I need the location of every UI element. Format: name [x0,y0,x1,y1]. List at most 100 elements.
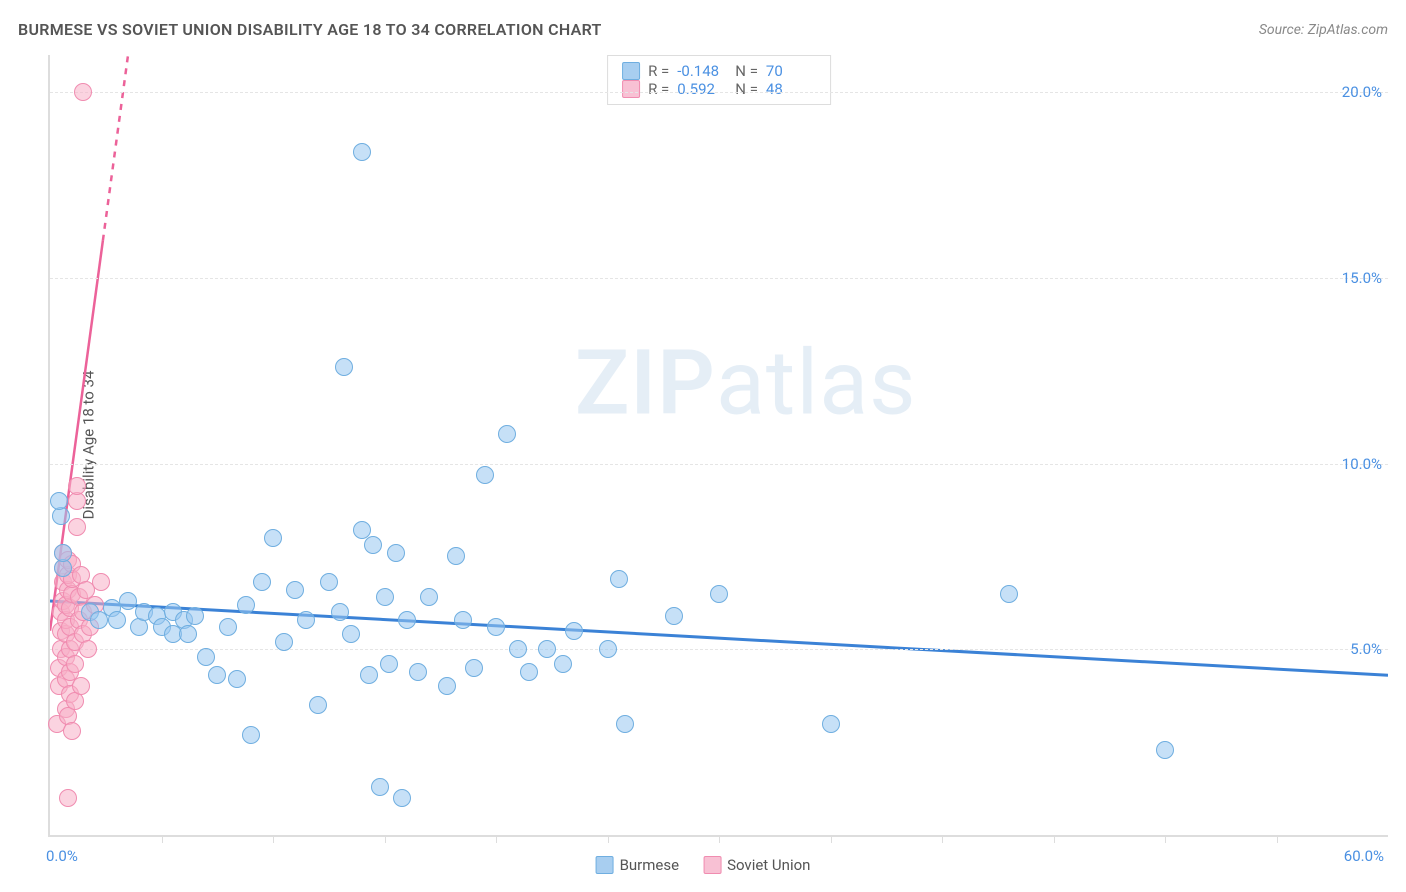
watermark-bold: ZIP [575,330,716,435]
y-tick-label: 5.0% [1350,640,1382,658]
data-point [197,648,215,666]
x-tick-mark [719,835,720,843]
data-point [119,592,137,610]
gridline [50,92,1388,93]
data-point [66,655,84,673]
x-tick-mark [942,835,943,843]
data-point [538,640,556,658]
data-point [565,622,583,640]
source-attribution: Source: ZipAtlas.com [1259,22,1388,38]
x-axis-min-label: 0.0% [46,847,78,865]
data-point [371,778,389,796]
n-value: 48 [766,80,816,98]
data-point [599,640,617,658]
legend-swatch [596,856,614,874]
data-point [498,425,516,443]
data-point [822,715,840,733]
data-point [264,529,282,547]
data-point [353,143,371,161]
data-point [68,477,86,495]
legend-label: Burmese [620,856,680,874]
data-point [1000,585,1018,603]
data-point [398,611,416,629]
y-tick-label: 10.0% [1342,455,1382,473]
data-point [228,670,246,688]
r-value: 0.592 [677,80,727,98]
data-point [420,588,438,606]
data-point [1156,741,1174,759]
page-title: BURMESE VS SOVIET UNION DISABILITY AGE 1… [18,20,602,39]
x-axis-max-label: 60.0% [1344,847,1384,865]
data-point [342,625,360,643]
data-point [454,611,472,629]
data-point [393,789,411,807]
data-point [309,696,327,714]
gridline [50,278,1388,279]
stats-legend-box: R = -0.148 N = 70 R = 0.592 N = 48 [607,55,831,105]
series-swatch [622,80,640,98]
series-legend: Burmese Soviet Union [596,856,811,874]
x-tick-mark [273,835,274,843]
data-point [253,573,271,591]
data-point [219,618,237,636]
data-point [335,358,353,376]
header-bar: BURMESE VS SOVIET UNION DISABILITY AGE 1… [18,20,1388,39]
data-point [242,726,260,744]
data-point [74,83,92,101]
data-point [387,544,405,562]
data-point [476,466,494,484]
data-point [710,585,728,603]
data-point [376,588,394,606]
data-point [487,618,505,636]
series-swatch [622,62,640,80]
x-tick-mark [162,835,163,843]
data-point [465,659,483,677]
data-point [447,547,465,565]
data-point [63,722,81,740]
data-point [50,492,68,510]
trend-lines-layer [50,55,1388,835]
correlation-chart: Disability Age 18 to 34 ZIPatlas R = -0.… [48,55,1388,837]
x-tick-mark [1165,835,1166,843]
data-point [59,789,77,807]
data-point [610,570,628,588]
y-tick-label: 15.0% [1342,269,1382,287]
data-point [237,596,255,614]
data-point [380,655,398,673]
n-value: 70 [766,62,816,80]
data-point [320,573,338,591]
r-label: R = [648,80,669,98]
data-point [92,573,110,591]
data-point [275,633,293,651]
data-point [286,581,304,599]
legend-swatch [703,856,721,874]
data-point [554,655,572,673]
watermark: ZIPatlas [575,330,917,435]
data-point [72,677,90,695]
x-tick-mark [496,835,497,843]
n-label: N = [735,62,758,80]
data-point [438,677,456,695]
data-point [360,666,378,684]
data-point [509,640,527,658]
data-point [179,625,197,643]
stats-row: R = -0.148 N = 70 [622,62,816,80]
legend-item: Burmese [596,856,680,874]
x-tick-mark [1054,835,1055,843]
data-point [297,611,315,629]
gridline [50,464,1388,465]
x-tick-mark [608,835,609,843]
data-point [108,611,126,629]
stats-row: R = 0.592 N = 48 [622,80,816,98]
data-point [68,518,86,536]
x-tick-mark [1277,835,1278,843]
data-point [186,607,204,625]
trendline-dashed [103,55,128,241]
x-tick-mark [385,835,386,843]
legend-label: Soviet Union [727,856,810,874]
data-point [54,544,72,562]
y-tick-label: 20.0% [1342,83,1382,101]
data-point [520,663,538,681]
data-point [364,536,382,554]
r-value: -0.148 [677,62,727,80]
